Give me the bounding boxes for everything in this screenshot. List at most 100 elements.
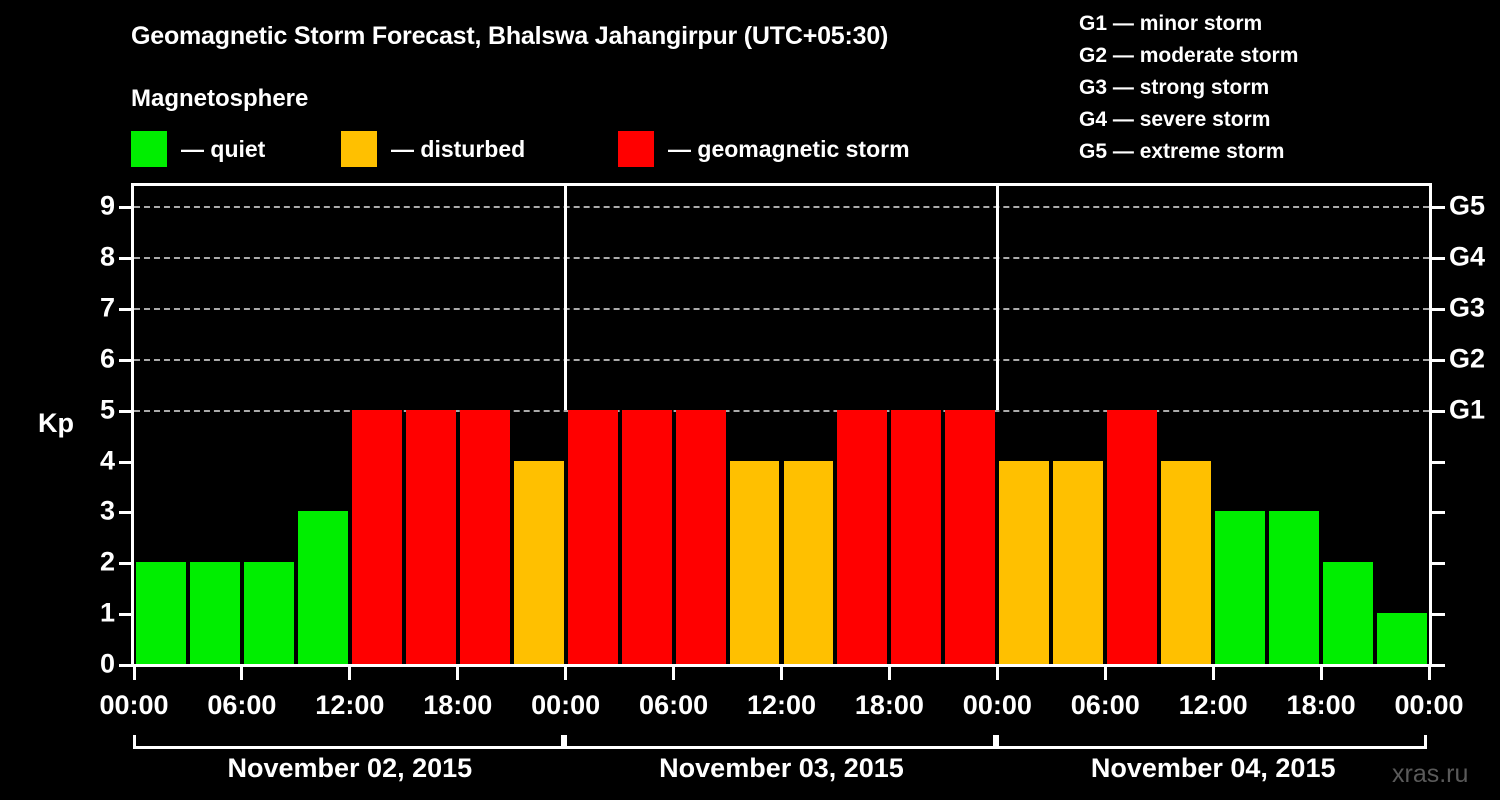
day-separator [995, 186, 999, 410]
bar [783, 460, 834, 664]
bar [1053, 460, 1104, 664]
g-legend-code-g3: G3 [1079, 76, 1113, 99]
g-tick-mark-g2 [1432, 358, 1445, 362]
geomagnetic-storm-swatch-icon [618, 131, 654, 167]
bar [1323, 562, 1374, 664]
g-legend-text-g5: — extreme storm [1112, 140, 1285, 163]
bar [1107, 409, 1158, 664]
bar [513, 460, 564, 664]
bar [136, 562, 186, 664]
x-tick-mark-6 [780, 667, 783, 680]
y-tick-mark-2 [119, 562, 131, 566]
gridline-kp-7 [134, 308, 1429, 311]
g-tick-label-g3: G3 [1449, 292, 1486, 323]
y-axis-title: Kp [38, 408, 74, 438]
y-tick-mark-8 [119, 257, 131, 261]
g-legend-text-g1: — minor storm [1112, 12, 1263, 35]
plot-area [134, 186, 1429, 664]
g-axis-minor-tick-2 [1432, 562, 1445, 566]
bar [459, 409, 510, 664]
g-legend-code-g2: G2 [1079, 44, 1113, 67]
day-label-3: November 04, 2015 [1090, 753, 1336, 783]
gridline-kp-9 [134, 206, 1429, 209]
bar [297, 511, 348, 664]
x-tick-mark-9 [1103, 667, 1107, 680]
g-axis-minor-tick-1 [1432, 613, 1445, 617]
x-tick-label-1: 06:00 [207, 690, 277, 720]
series-label: Magnetosphere [131, 85, 309, 112]
y-tick-mark-1 [119, 613, 131, 617]
disturbed-legend: — disturbed [341, 131, 525, 167]
g-scale-legend: G1 — minor storm G2 — moderate storm G3 — … [1079, 8, 1499, 168]
x-tick-label-9: 06:00 [1070, 690, 1140, 720]
bar [189, 562, 240, 664]
quiet-swatch-icon [131, 131, 167, 167]
g-legend-text-g2: — moderate storm [1112, 44, 1299, 67]
disturbed-swatch-icon [341, 131, 377, 167]
g-legend-text-g4: — severe storm [1112, 108, 1271, 131]
x-tick-mark-1 [240, 667, 244, 680]
watermark: xras.ru [1392, 760, 1469, 788]
x-tick-mark-7 [887, 667, 891, 680]
x-tick-mark-8 [995, 667, 999, 680]
x-tick-mark-3 [456, 667, 460, 680]
g-tick-label-g4: G4 [1449, 241, 1486, 272]
x-tick-label-6: 12:00 [746, 690, 817, 720]
x-tick-mark-0 [132, 667, 136, 680]
g-tick-mark-g3 [1432, 308, 1445, 312]
y-tick-mark-7 [119, 308, 131, 312]
x-tick-label-12: 00:00 [1394, 690, 1464, 720]
bar [405, 409, 456, 664]
x-tick-label-5: 06:00 [639, 690, 709, 720]
bar [675, 409, 726, 664]
day-bracket-2 [564, 735, 996, 749]
g-tick-label-g1: G1 [1449, 394, 1486, 425]
y-tick-label-8: 8 [99, 241, 115, 272]
x-tick-mark-10 [1211, 667, 1215, 680]
bar [243, 562, 294, 664]
y-tick-label-3: 3 [99, 495, 115, 526]
x-tick-mark-12 [1427, 667, 1431, 680]
bar [1215, 511, 1266, 664]
g-tick-label-g5: G5 [1449, 190, 1486, 221]
y-tick-label-5: 5 [99, 394, 115, 425]
x-tick-label-10: 12:00 [1178, 690, 1248, 720]
g-legend-text-g3: — strong storm [1112, 76, 1270, 99]
quiet-legend-label: — quiet [181, 135, 266, 162]
x-tick-mark-11 [1319, 667, 1323, 680]
page-title: Geomagnetic Storm Forecast, Bhalswa Jaha… [131, 22, 889, 50]
y-tick-mark-0 [119, 664, 131, 667]
bar [567, 409, 618, 664]
g-legend-row-g2: G2 — moderate storm [1079, 40, 1499, 72]
g-tick-mark-g1 [1432, 409, 1445, 413]
g-axis-minor-tick-3 [1432, 511, 1445, 515]
y-tick-label-9: 9 [99, 190, 115, 221]
x-tick-mark-5 [672, 667, 676, 680]
day-label-1: November 02, 2015 [227, 753, 473, 783]
g-legend-row-g5: G5 — extreme storm [1079, 136, 1499, 168]
y-tick-mark-6 [119, 358, 131, 362]
g-tick-mark-g4 [1432, 257, 1445, 261]
g-legend-code-g1: G1 [1079, 12, 1113, 35]
g-legend-row-g4: G4 — severe storm [1079, 104, 1499, 136]
g-legend-row-g1: G1 — minor storm [1079, 8, 1499, 40]
x-tick-mark-4 [564, 667, 568, 680]
bar [1161, 460, 1212, 664]
g-legend-code-g4: G4 [1079, 108, 1113, 131]
y-tick-mark-5 [119, 409, 131, 413]
day-bracket-3 [995, 735, 1428, 749]
disturbed-legend-label: — disturbed [391, 135, 526, 162]
x-tick-mark-2 [348, 667, 352, 680]
day-bracket-1 [132, 735, 565, 749]
geomagnetic-storm-legend-label: — geomagnetic storm [668, 135, 910, 162]
bar [729, 460, 780, 664]
x-tick-label-11: 18:00 [1286, 690, 1356, 720]
y-tick-label-7: 7 [99, 292, 115, 323]
y-tick-label-6: 6 [99, 343, 115, 374]
y-tick-label-4: 4 [99, 445, 115, 476]
bar [999, 460, 1050, 664]
gridline-kp-6 [134, 358, 1429, 361]
bar [621, 409, 672, 664]
bar [1377, 613, 1427, 664]
bar [1269, 511, 1320, 664]
